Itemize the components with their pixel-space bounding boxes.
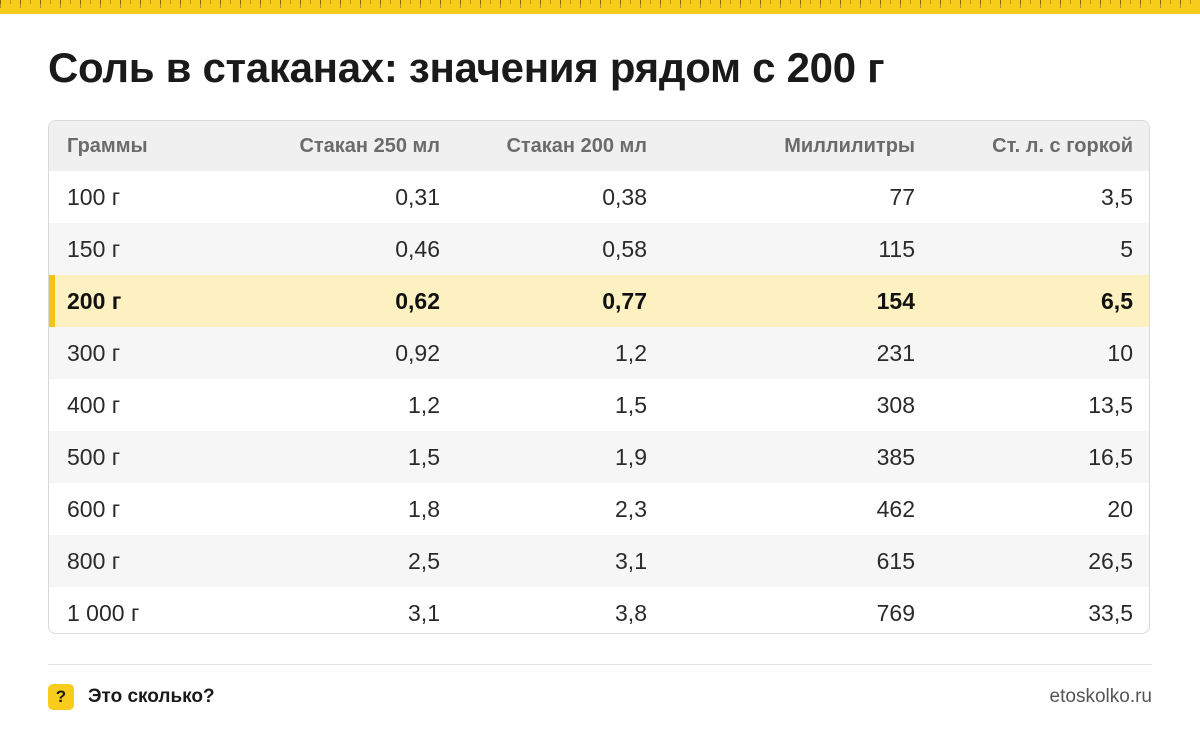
table-row: 800 г 2,5 3,1 615 26,5 [49,535,1149,587]
table-row: 1 000 г 3,1 3,8 769 33,5 [49,587,1149,633]
table-cell: 1,8 [408,495,440,522]
page-title: Соль в стаканах: значения рядом с 200 г [48,44,885,91]
table-cell: 16,5 [1088,443,1133,470]
question-icon: ? [48,684,74,710]
conversion-table: Граммы Стакан 250 мл Стакан 200 мл Милли… [49,121,1149,633]
table-cell: 1,5 [408,443,440,470]
table-row: 500 г 1,5 1,9 385 16,5 [49,431,1149,483]
table-row: 150 г 0,46 0,58 115 5 [49,223,1149,275]
table-cell: 13,5 [1088,391,1133,418]
table-cell: 1,2 [408,391,440,418]
table-cell: 500 г [67,443,121,470]
table-cell: 20 [1107,495,1133,522]
table-cell: 300 г [67,339,121,366]
footer-divider [48,664,1152,665]
table-cell: 3,8 [615,599,647,626]
table-cell: 10 [1107,339,1133,366]
table-row: 300 г 0,92 1,2 231 10 [49,327,1149,379]
table-cell: 385 [876,443,915,470]
table-cell: 800 г [67,547,121,574]
table-cell: 3,1 [615,547,647,574]
table-cell: 1,5 [615,391,647,418]
table-header-row: Граммы Стакан 250 мл Стакан 200 мл Милли… [49,121,1149,171]
table-row: 200 г 0,62 0,77 154 6,5 [49,275,1149,327]
header-grams: Граммы [67,134,148,157]
table-cell: 2,5 [408,547,440,574]
table-cell: 200 г [49,275,259,327]
table-cell: 0,58 [602,235,647,262]
site-url: etoskolko.ru [1049,686,1152,707]
table-body: 100 г 0,31 0,38 77 3,5 150 г 0,46 0,58 115 5 200 г… [49,171,1149,633]
header-milliliters: Миллилитры [784,134,915,157]
table-cell: 0,31 [395,183,440,210]
footer-brand: ? Это сколько? [48,683,215,711]
table-cell: 308 [876,391,915,418]
table-cell: 6,5 [1101,287,1133,314]
brand-name: Это сколько? [88,686,215,707]
table-cell: 0,62 [395,287,440,314]
table-cell: 26,5 [1088,547,1133,574]
table-row: 600 г 1,8 2,3 462 20 [49,483,1149,535]
table-cell: 400 г [67,391,121,418]
header-glass-250: Стакан 250 мл [299,134,440,157]
table-cell: 2,3 [615,495,647,522]
table-cell: 77 [889,183,915,210]
table-cell: 0,92 [395,339,440,366]
table-row: 400 г 1,2 1,5 308 13,5 [49,379,1149,431]
table-cell: 5 [1120,235,1133,262]
table-cell: 1 000 г [67,599,140,626]
header-glass-200: Стакан 200 мл [506,134,647,157]
table-cell: 33,5 [1088,599,1133,626]
table-cell: 231 [876,339,915,366]
table-cell: 100 г [67,183,121,210]
table-cell: 615 [876,547,915,574]
table-cell: 154 [876,287,915,314]
table-cell: 0,38 [602,183,647,210]
table-cell: 1,2 [615,339,647,366]
table-cell: 115 [878,235,915,262]
table-cell: 150 г [67,235,121,262]
table-row: 100 г 0,31 0,38 77 3,5 [49,171,1149,223]
ruler-strip [0,0,1200,14]
table-cell: 3,5 [1101,183,1133,210]
table-cell: 769 [876,599,915,626]
table-cell: 0,46 [395,235,440,262]
table-cell: 0,77 [602,287,647,314]
header-tablespoons: Ст. л. с горкой [992,134,1133,157]
table-cell: 3,1 [408,599,440,626]
table-cell: 600 г [67,495,121,522]
conversion-table-card: Граммы Стакан 250 мл Стакан 200 мл Милли… [48,120,1150,634]
table-cell: 462 [876,495,915,522]
table-cell: 1,9 [615,443,647,470]
